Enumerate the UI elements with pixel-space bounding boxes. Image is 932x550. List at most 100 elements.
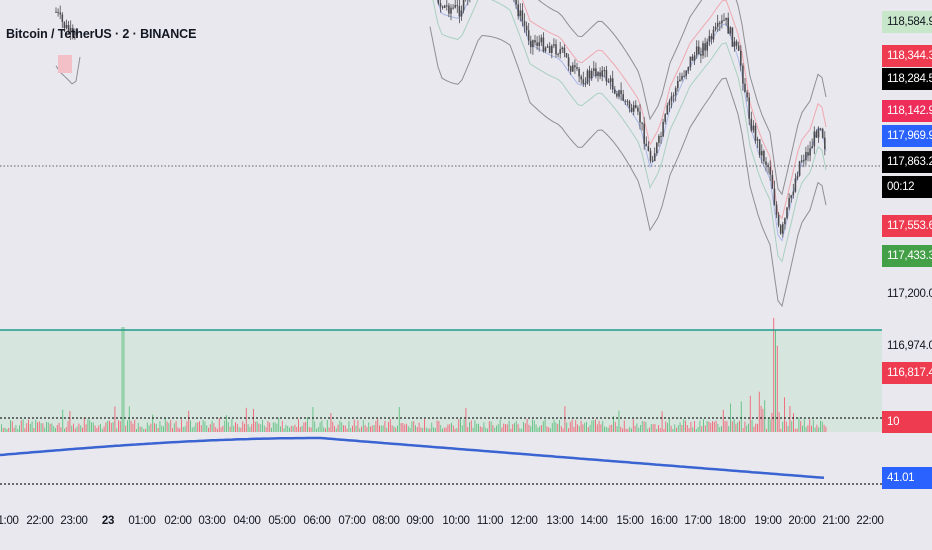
volume-bar — [454, 428, 456, 432]
volume-bar — [634, 425, 636, 432]
volume-bar — [431, 422, 433, 432]
volume-bar — [65, 427, 67, 432]
volume-bar — [494, 427, 496, 432]
volume-bar — [433, 427, 434, 432]
volume-bar — [697, 426, 699, 432]
band-green — [432, 0, 827, 263]
volume-bar — [701, 426, 703, 432]
candle-body — [534, 40, 536, 43]
candle-body — [569, 66, 572, 72]
time-label: 06:00 — [303, 515, 331, 527]
candle-body — [551, 45, 553, 53]
time-label: 04:00 — [233, 515, 261, 527]
volume-bar — [159, 421, 161, 432]
volume-bar — [310, 427, 312, 432]
candle-body — [563, 47, 566, 54]
volume-bar — [625, 428, 627, 432]
time-label: 02:00 — [164, 515, 192, 527]
volume-bar — [605, 426, 607, 432]
volume-bar — [4, 427, 6, 432]
volume-bar — [469, 422, 470, 432]
volume-bar — [611, 424, 613, 432]
volume-bar — [589, 424, 591, 432]
volume-bar — [47, 422, 49, 432]
candle-body — [643, 123, 645, 144]
volume-bar — [580, 420, 582, 432]
candle-body — [626, 101, 629, 103]
volume-bar — [373, 425, 375, 432]
volume-bar — [730, 403, 731, 432]
time-label: 22:00 — [856, 515, 884, 527]
volume-bar — [787, 426, 789, 432]
volume-bar — [541, 425, 542, 432]
volume-bar — [332, 421, 334, 432]
volume-bar — [577, 424, 578, 432]
volume-bar — [415, 425, 416, 432]
volume-bar — [83, 417, 85, 432]
candle-body — [76, 30, 78, 36]
volume-bar — [121, 327, 123, 432]
volume-bar — [44, 427, 46, 432]
volume-bar — [703, 419, 704, 432]
candle-body — [616, 93, 618, 97]
volume-bar — [245, 407, 247, 432]
volume-bar — [281, 420, 283, 432]
volume-bar — [557, 423, 559, 432]
volume-bar — [497, 424, 499, 432]
volume-bar — [226, 415, 227, 432]
volume-bar — [746, 425, 748, 432]
volume-bar — [562, 428, 564, 432]
volume-bar — [290, 425, 292, 432]
volume-bar — [622, 428, 623, 432]
volume-bar — [740, 401, 742, 432]
candle-body — [618, 90, 620, 97]
price-label: 117,969.95 — [882, 125, 932, 147]
volume-bar — [764, 400, 766, 432]
candle-body — [786, 207, 788, 219]
volume-bar — [449, 424, 451, 432]
candle-body — [565, 53, 568, 58]
candle-body — [779, 225, 782, 234]
volume-bar — [326, 419, 328, 432]
candle-body — [452, 7, 454, 9]
candle-body — [737, 45, 740, 51]
candle-body — [448, 5, 450, 14]
symbol-title[interactable]: Bitcoin / TetherUS · 2 · BINANCE — [6, 27, 197, 41]
candle-body — [609, 78, 612, 83]
candle-body — [521, 10, 524, 21]
volume-bar — [379, 425, 380, 432]
candle-body — [702, 43, 704, 56]
candle-body — [782, 224, 784, 234]
candle-body — [813, 131, 816, 147]
volume-bar — [361, 426, 362, 432]
volume-bar — [555, 422, 557, 432]
candle-body — [574, 65, 576, 68]
volume-bar — [211, 420, 213, 432]
volume-bar — [677, 425, 679, 432]
volume-bar — [623, 420, 625, 432]
candle-body — [450, 7, 452, 14]
candle-body — [637, 107, 639, 112]
volume-bar — [292, 426, 294, 432]
volume-bar — [436, 420, 438, 432]
candle-body — [807, 152, 809, 156]
volume-bar — [35, 419, 37, 432]
volume-bar — [420, 427, 422, 432]
candle-body — [632, 105, 635, 112]
volume-bar — [103, 426, 105, 432]
volume-bar — [76, 426, 78, 432]
volume-bar — [771, 412, 773, 432]
volume-bar — [143, 428, 145, 432]
candle-body — [620, 90, 622, 95]
volume-bar — [481, 427, 483, 432]
volume-bar — [613, 416, 614, 432]
candle-body — [740, 50, 742, 66]
volume-bar — [757, 423, 758, 432]
volume-bar — [418, 422, 420, 432]
candle-body — [437, 0, 440, 4]
candle-body — [582, 79, 585, 84]
highlight-box — [58, 55, 72, 73]
volume-bar — [110, 422, 112, 432]
candle-body — [714, 26, 717, 30]
